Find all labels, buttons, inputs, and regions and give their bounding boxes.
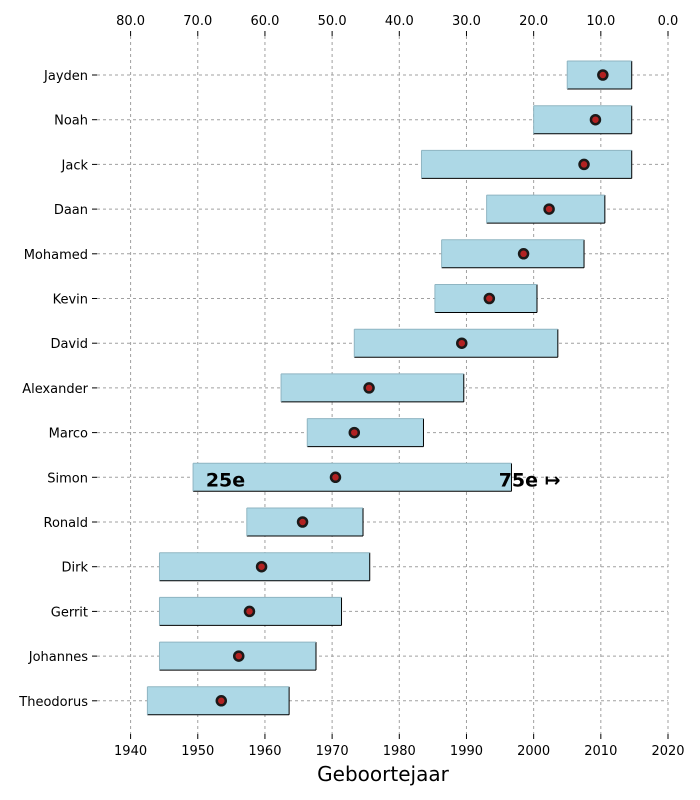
marker-point (348, 426, 361, 439)
labels-layer: 1940 1950 1960 1970 1980 1990 2000 2010 2020 80.0… (18, 14, 684, 759)
category-label: Jayden (43, 69, 88, 84)
marker-point (597, 69, 609, 81)
marker-point (456, 337, 468, 349)
range-bar (307, 418, 424, 447)
category-label: Marco (49, 427, 88, 442)
marker-point (589, 113, 602, 126)
category-label: Daan (54, 203, 88, 218)
marker-point (578, 158, 590, 171)
top-tick-label: 0.0 (658, 14, 679, 29)
range-bar (193, 463, 512, 492)
category-label: Theodorus (18, 695, 88, 710)
marker-point (483, 292, 496, 305)
category-label: Johannes (28, 650, 88, 665)
bottom-tick-label: 1940 (114, 744, 147, 759)
top-tick-label: 10.0 (586, 14, 615, 29)
bottom-tick-label: 1960 (248, 744, 281, 759)
marker-point (363, 382, 375, 394)
marker-point (243, 605, 256, 618)
category-label: David (50, 337, 88, 352)
marker-point (232, 650, 245, 662)
range-bar (441, 239, 585, 268)
top-tick-label: 70.0 (183, 14, 212, 29)
marker-point (215, 695, 228, 707)
category-label: Alexander (22, 382, 88, 397)
percentile-annotation: 75e ↦ (499, 469, 561, 491)
bottom-tick-label: 1980 (383, 744, 416, 759)
category-label: Noah (54, 114, 88, 129)
category-label: Jack (61, 158, 89, 173)
category-label: Dirk (62, 561, 89, 576)
top-tick-label: 30.0 (452, 14, 481, 29)
category-label: Simon (47, 471, 88, 486)
marker-point (296, 516, 309, 528)
percentile-annotation: 25e (206, 469, 245, 491)
category-label: Gerrit (51, 605, 88, 620)
bottom-tick-label: 1970 (316, 744, 349, 759)
bottom-tick-label: 2010 (584, 744, 617, 759)
x-axis-title: Geboortejaar (317, 762, 449, 786)
top-tick-label: 40.0 (385, 14, 414, 29)
range-bar (533, 105, 632, 134)
marker-point (517, 248, 530, 260)
top-tick-label: 20.0 (519, 14, 548, 29)
category-label: Mohamed (24, 248, 88, 263)
bottom-tick-label: 1990 (450, 744, 483, 759)
top-tick-label: 80.0 (116, 14, 145, 29)
category-label: Ronald (44, 516, 88, 531)
top-tick-label: 60.0 (250, 14, 279, 29)
category-label: Kevin (53, 293, 88, 308)
marker-point (255, 560, 268, 573)
bottom-tick-label: 1950 (181, 744, 214, 759)
top-tick-label: 50.0 (318, 14, 347, 29)
range-bar (421, 150, 632, 179)
bottom-tick-label: 2000 (517, 744, 550, 759)
marker-point (329, 471, 342, 484)
markers-layer (215, 69, 609, 707)
bottom-tick-label: 2020 (651, 744, 684, 759)
marker-point (543, 203, 555, 215)
